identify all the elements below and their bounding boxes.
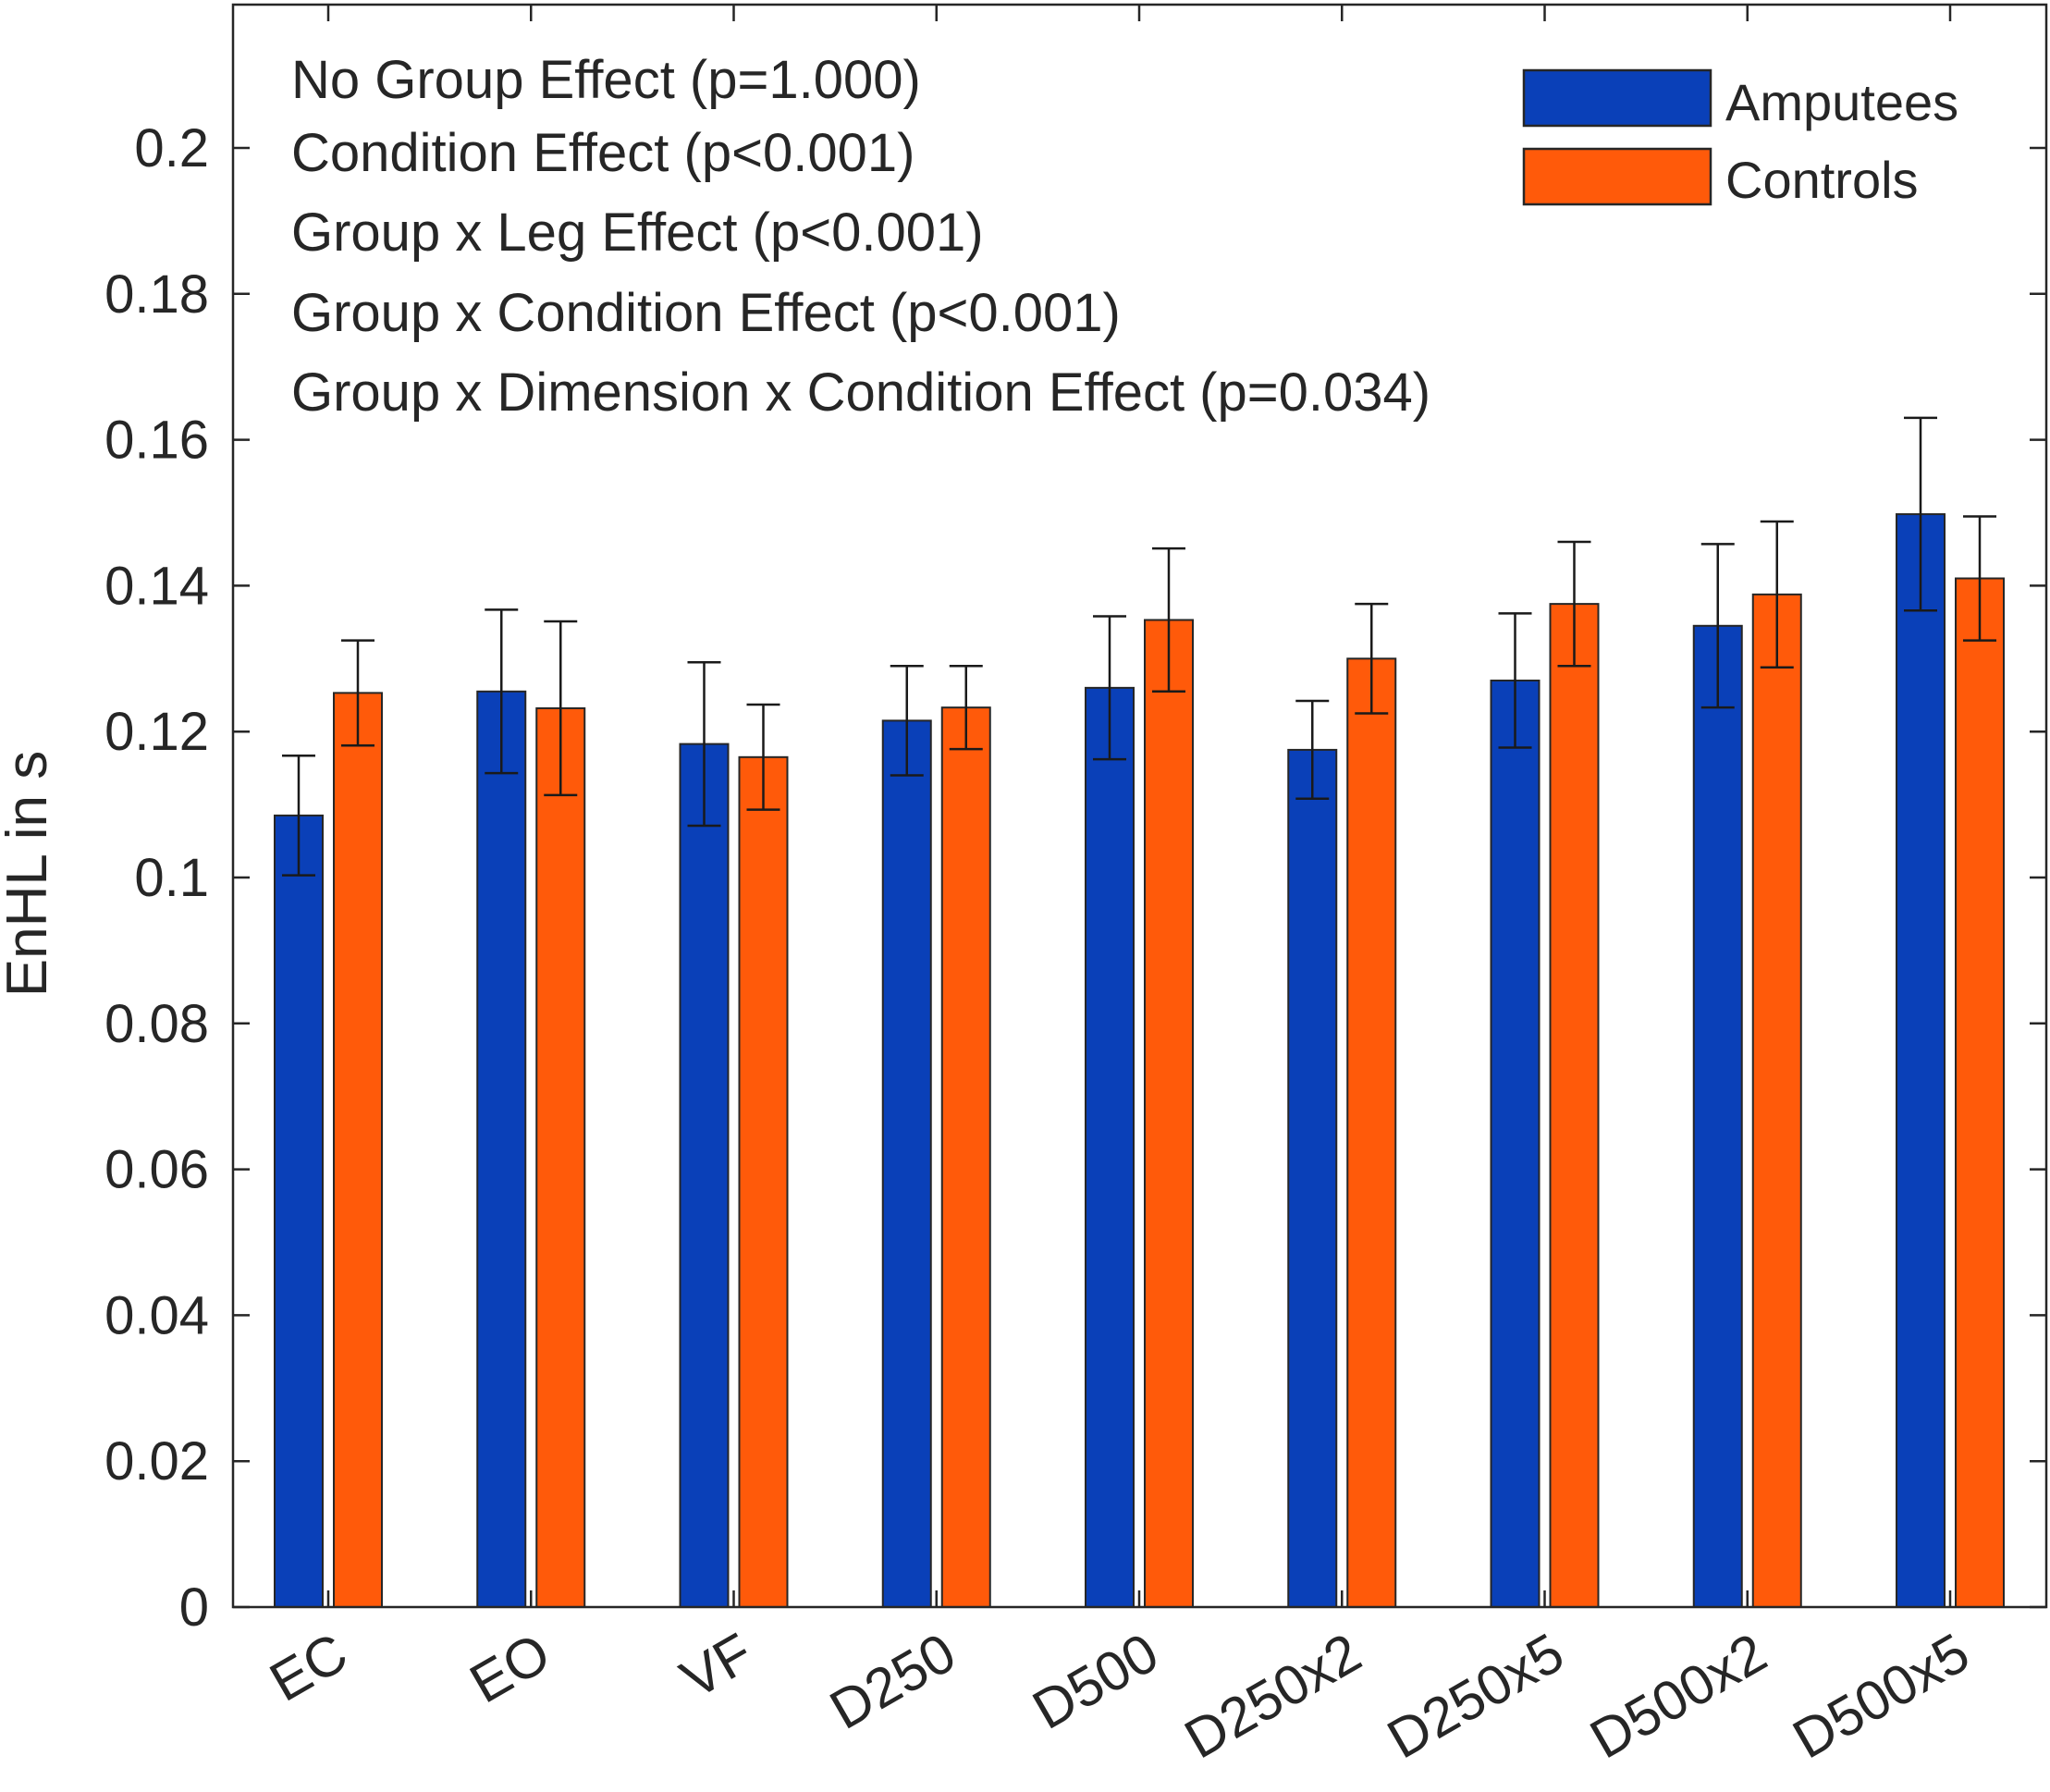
bars-layer <box>274 513 2005 1608</box>
bar-amputees-ec <box>274 814 324 1608</box>
error-bar-amputees-vf <box>687 660 721 828</box>
legend: Amputees Controls <box>1522 68 1958 209</box>
y-tick-label: 0.06 <box>104 1140 209 1200</box>
legend-label-amputees: Amputees <box>1725 73 1958 131</box>
y-tick-label: 0.16 <box>104 411 209 471</box>
annotation-condition-effect: Condition Effect (p<0.001) <box>291 123 915 183</box>
error-bar-controls-d500x5 <box>1963 515 1996 642</box>
y-tick-label: 0 <box>179 1577 209 1638</box>
error-bar-controls-vf <box>746 703 780 811</box>
bar-controls-d500x5 <box>1955 577 2005 1608</box>
bar-amputees-d250x2 <box>1287 748 1338 1608</box>
error-bar-controls-d250x2 <box>1355 602 1389 715</box>
y-tick-label: 0.02 <box>104 1431 209 1491</box>
bar-controls-d250 <box>940 706 991 1608</box>
error-bar-amputees-d250x2 <box>1295 699 1330 801</box>
bar-amputees-d500x2 <box>1692 624 1743 1608</box>
y-tick-labels: 0 0.02 0.04 0.06 0.08 0.1 0.12 0.14 0.16 0.18 0.2 <box>104 118 209 1638</box>
bar-amputees-eo <box>476 690 527 1608</box>
y-axis-label: EnHL in s <box>0 751 59 998</box>
bar-amputees-d250 <box>881 719 932 1608</box>
y-tick-label: 0.12 <box>104 702 209 762</box>
error-bars-layer <box>282 416 1996 877</box>
bar-amputees-vf <box>679 743 730 1608</box>
annotation-block: No Group Effect (p=1.000) Condition Effe… <box>291 50 1430 423</box>
bar-amputees-d500x5 <box>1896 513 1946 1608</box>
error-bar-controls-eo <box>544 620 578 797</box>
bar-controls-d500 <box>1144 619 1194 1608</box>
annotation-group-dimension-condition-effect: Group x Dimension x Condition Effect (p=… <box>291 362 1430 423</box>
y-tick-label: 0.14 <box>104 556 209 616</box>
y-tick-label: 0.08 <box>104 994 209 1054</box>
bar-controls-d500x2 <box>1751 593 1802 1608</box>
y-tick-label: 0.18 <box>104 264 209 325</box>
error-bar-amputees-eo <box>485 608 519 775</box>
bar-controls-vf <box>738 755 789 1608</box>
bar-amputees-d500 <box>1085 686 1135 1608</box>
annotation-group-leg-effect: Group x Leg Effect (p<0.001) <box>291 203 984 263</box>
error-bar-amputees-d500x2 <box>1700 543 1735 709</box>
bar-controls-d250x5 <box>1549 603 1600 1608</box>
y-tick-label: 0.1 <box>134 848 209 908</box>
bar-controls-eo <box>535 706 586 1608</box>
bar-amputees-d250x5 <box>1490 679 1541 1608</box>
error-bar-controls-d250x5 <box>1557 540 1591 668</box>
annotation-group-effect: No Group Effect (p=1.000) <box>291 50 921 110</box>
error-bar-amputees-d250 <box>890 664 924 777</box>
error-bar-amputees-d500 <box>1093 615 1126 761</box>
error-bar-controls-d500x2 <box>1760 520 1794 669</box>
error-bar-amputees-d250x5 <box>1498 612 1532 749</box>
error-bar-amputees-ec <box>282 754 315 877</box>
error-bar-amputees-d500x5 <box>1904 416 1937 612</box>
y-tick-label: 0.04 <box>104 1285 209 1345</box>
legend-label-controls: Controls <box>1725 151 1919 209</box>
error-bar-controls-d500 <box>1152 546 1185 693</box>
y-tick-label: 0.2 <box>134 118 209 178</box>
error-bar-controls-d250 <box>949 664 983 751</box>
legend-swatch-amputees <box>1522 68 1712 128</box>
error-bar-controls-ec <box>341 639 374 747</box>
bar-controls-d250x2 <box>1346 657 1397 1608</box>
ticks-layer <box>233 5 2046 1609</box>
bar-controls-ec <box>333 692 383 1608</box>
annotation-group-condition-effect: Group x Condition Effect (p<0.001) <box>291 283 1121 343</box>
legend-swatch-controls <box>1522 147 1712 206</box>
